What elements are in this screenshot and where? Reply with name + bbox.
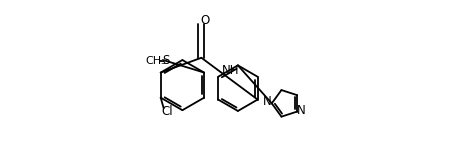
Text: S: S xyxy=(162,54,169,67)
Text: NH: NH xyxy=(222,64,239,77)
Text: N: N xyxy=(263,95,271,108)
Text: Cl: Cl xyxy=(162,105,173,117)
Text: O: O xyxy=(200,14,209,28)
Text: CH₃: CH₃ xyxy=(145,56,166,66)
Text: N: N xyxy=(296,104,305,117)
